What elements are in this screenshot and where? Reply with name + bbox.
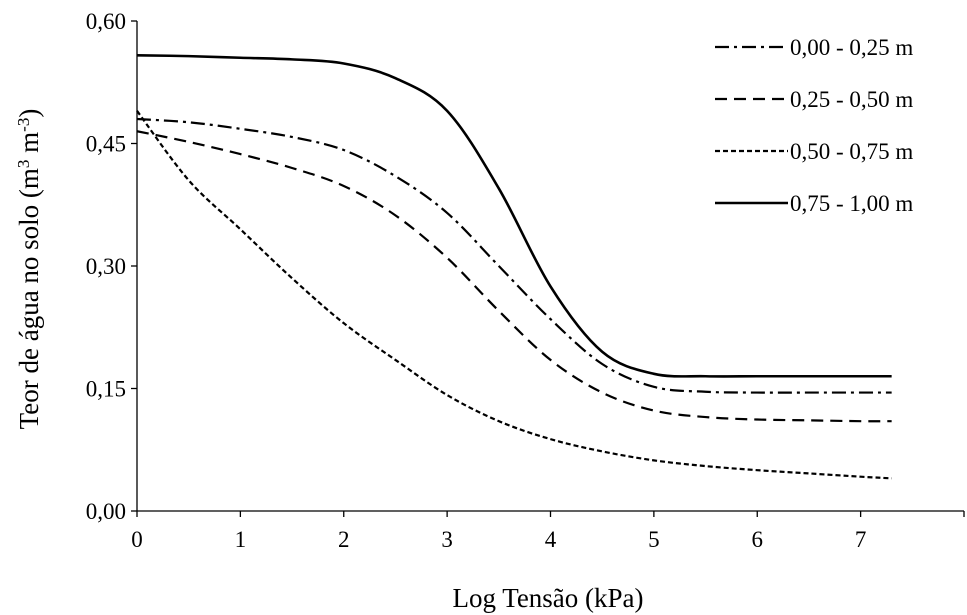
series-line-4 — [136, 54, 892, 378]
x-tick-label: 5 — [648, 527, 660, 552]
y-axis-title: Teor de água no solo (m3 m-3) — [14, 109, 44, 430]
y-axis-title-mid: m — [14, 132, 44, 160]
y-axis-title-end: ) — [14, 109, 44, 118]
x-axis-title: Log Tensão (kPa) — [452, 583, 643, 613]
legend-label-2: 0,25 - 0,50 m — [790, 87, 913, 112]
series-line-3 — [136, 110, 892, 480]
series-line-2 — [136, 130, 892, 423]
series-line-1 — [136, 117, 892, 394]
x-ticks: 0 1 2 3 4 5 6 7 — [131, 511, 965, 552]
y-tick-label: 0,30 — [86, 254, 126, 279]
x-tick-label: 7 — [855, 527, 867, 552]
y-tick-label: 0,45 — [86, 132, 126, 157]
legend-label-3: 0,50 - 0,75 m — [790, 139, 913, 164]
x-tick-label: 3 — [441, 527, 453, 552]
y-axis-title-sup2: -3 — [14, 118, 33, 132]
legend: 0,00 - 0,25 m 0,25 - 0,50 m 0,50 - 0,75 m 0… — [715, 35, 913, 216]
legend-label-4: 0,75 - 1,00 m — [790, 191, 913, 216]
x-tick-label: 0 — [131, 527, 143, 552]
x-tick-label: 6 — [752, 527, 764, 552]
y-tick-label: 0,15 — [86, 377, 126, 402]
x-tick-label: 4 — [545, 527, 557, 552]
y-axis-title-sup1: 3 — [14, 160, 33, 169]
series-lines — [136, 54, 892, 480]
x-tick-label: 1 — [235, 527, 247, 552]
y-tick-label: 0,60 — [86, 9, 126, 34]
y-axis-title-main: Teor de água no solo (m — [14, 168, 44, 429]
x-tick-label: 2 — [338, 527, 350, 552]
y-ticks: 0,00 0,15 0,30 0,45 0,60 — [86, 9, 137, 524]
plot-area: 0,00 0,15 0,30 0,45 0,60 0 1 2 3 4 5 6 7 — [86, 9, 965, 552]
y-tick-label: 0,00 — [86, 499, 126, 524]
legend-label-1: 0,00 - 0,25 m — [790, 35, 913, 60]
